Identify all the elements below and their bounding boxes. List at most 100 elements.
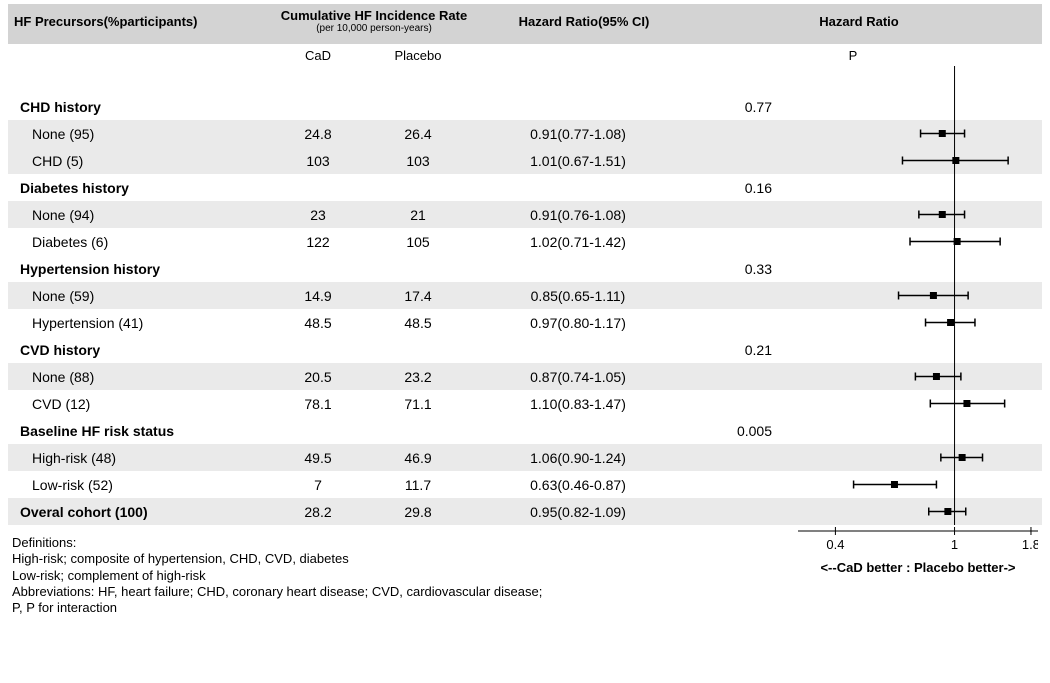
cell-forest: [778, 147, 1018, 174]
row-label: High-risk (48): [8, 450, 268, 466]
group-row: CVD history 0.21: [8, 336, 1042, 363]
table-row: None (95)24.826.40.91(0.77-1.08): [8, 120, 1042, 147]
cell-forest: [778, 336, 1018, 363]
cell-hr-text: 0.95(0.82-1.09): [468, 504, 688, 520]
row-label: Overal cohort (100): [8, 504, 268, 520]
cell-forest: [778, 174, 1018, 201]
cell-cad: 14.9: [268, 288, 368, 304]
cell-placebo: 105: [368, 234, 468, 250]
group-row: Hypertension history 0.33: [8, 255, 1042, 282]
table-row: None (59)14.917.40.85(0.65-1.11): [8, 282, 1042, 309]
cell-placebo: 103: [368, 153, 468, 169]
overall-row: Overal cohort (100)28.229.80.95(0.82-1.0…: [8, 498, 1042, 525]
row-label: CVD (12): [8, 396, 268, 412]
cell-p-value: 0.77: [688, 99, 778, 115]
row-label: Diabetes (6): [8, 234, 268, 250]
cell-p-value: 0.33: [688, 261, 778, 277]
cell-cad: 122: [268, 234, 368, 250]
group-row: Baseline HF risk status 0.005: [8, 417, 1042, 444]
table-header: HF Precursors(%participants) Cumulative …: [8, 4, 1042, 44]
cell-placebo: 71.1: [368, 396, 468, 412]
cell-hr-text: 0.85(0.65-1.11): [468, 288, 688, 304]
cell-cad: 28.2: [268, 504, 368, 520]
footer-line-2: High-risk; composite of hypertension, CH…: [12, 551, 652, 567]
table-row: Diabetes (6)1221051.02(0.71-1.42): [8, 228, 1042, 255]
table-row: Low-risk (52)711.70.63(0.46-0.87): [8, 471, 1042, 498]
group-label: Baseline HF risk status: [8, 423, 268, 439]
cell-placebo: 21: [368, 207, 468, 223]
spacer-row: [8, 66, 1042, 93]
forest-axis: 0.411.8 <--CaD better : Placebo better->: [798, 527, 1038, 575]
footer-line-5: P, P for interaction: [12, 600, 652, 616]
cell-cad: 78.1: [268, 396, 368, 412]
cell-forest: [778, 93, 1018, 120]
cell-forest: [778, 390, 1018, 417]
svg-text:1.8: 1.8: [1022, 537, 1038, 552]
cell-cad: 23: [268, 207, 368, 223]
cell-hr-text: 0.63(0.46-0.87): [468, 477, 688, 493]
cell-hr-text: 0.87(0.74-1.05): [468, 369, 688, 385]
cell-forest: [778, 120, 1018, 147]
cell-cad: 24.8: [268, 126, 368, 142]
header-hr-plot: Hazard Ratio: [694, 4, 1024, 29]
cell-placebo: 26.4: [368, 126, 468, 142]
cell-forest: [778, 471, 1018, 498]
cell-p-value: 0.005: [688, 423, 778, 439]
header-incidence: Cumulative HF Incidence Rate (per 10,000…: [274, 4, 474, 34]
row-label: None (95): [8, 126, 268, 142]
rows-container: CHD history0.77None (95)24.826.40.91(0.7…: [8, 66, 1042, 525]
subheader-cad: CaD: [268, 48, 368, 63]
group-label: Diabetes history: [8, 180, 268, 196]
table-row: High-risk (48)49.546.91.06(0.90-1.24): [8, 444, 1042, 471]
header-hr-ci: Hazard Ratio(95% CI): [474, 4, 694, 29]
row-label: None (94): [8, 207, 268, 223]
cell-forest: [778, 444, 1018, 471]
cell-placebo: 17.4: [368, 288, 468, 304]
footer-line-4: Abbreviations: HF, heart failure; CHD, c…: [12, 584, 652, 600]
header-incidence-sub: (per 10,000 person-years): [274, 23, 474, 34]
group-row: CHD history0.77: [8, 93, 1042, 120]
cell-forest: [778, 498, 1018, 525]
table-body: CHD history0.77None (95)24.826.40.91(0.7…: [8, 66, 1042, 525]
cell-placebo: 29.8: [368, 504, 468, 520]
cell-placebo: 23.2: [368, 369, 468, 385]
cell-hr-text: 1.06(0.90-1.24): [468, 450, 688, 466]
cell-forest: [778, 228, 1018, 255]
forest-axis-svg: 0.411.8: [798, 527, 1038, 555]
svg-text:1: 1: [951, 537, 958, 552]
footer-definitions: Definitions: High-risk; composite of hyp…: [8, 535, 652, 616]
table-row: Hypertension (41)48.548.50.97(0.80-1.17): [8, 309, 1042, 336]
row-label: Low-risk (52): [8, 477, 268, 493]
table-row: CHD (5)1031031.01(0.67-1.51): [8, 147, 1042, 174]
group-label: CVD history: [8, 342, 268, 358]
cell-cad: 103: [268, 153, 368, 169]
cell-forest: [778, 201, 1018, 228]
footer-line-3: Low-risk; complement of high-risk: [12, 568, 652, 584]
table-row: CVD (12)78.171.11.10(0.83-1.47): [8, 390, 1042, 417]
cell-placebo: 11.7: [368, 477, 468, 493]
cell-placebo: 48.5: [368, 315, 468, 331]
cell-forest: [778, 417, 1018, 444]
table-row: None (94)23210.91(0.76-1.08): [8, 201, 1042, 228]
cell-forest: [778, 363, 1018, 390]
group-label: Hypertension history: [8, 261, 268, 277]
table-subheader: CaD Placebo P: [8, 44, 1042, 66]
cell-p-value: 0.21: [688, 342, 778, 358]
figure-root: HF Precursors(%participants) Cumulative …: [0, 0, 1050, 683]
cell-p-value: 0.16: [688, 180, 778, 196]
cell-hr-text: 1.02(0.71-1.42): [468, 234, 688, 250]
cell-forest: [778, 282, 1018, 309]
cell-hr-text: 1.10(0.83-1.47): [468, 396, 688, 412]
cell-placebo: 46.9: [368, 450, 468, 466]
row-label: None (59): [8, 288, 268, 304]
header-incidence-main: Cumulative HF Incidence Rate: [281, 8, 467, 23]
table-row: None (88)20.523.20.87(0.74-1.05): [8, 363, 1042, 390]
axis-direction-label: <--CaD better : Placebo better->: [798, 560, 1038, 575]
cell-hr-text: 1.01(0.67-1.51): [468, 153, 688, 169]
row-label: None (88): [8, 369, 268, 385]
row-label: Hypertension (41): [8, 315, 268, 331]
cell-forest: [778, 309, 1018, 336]
row-label: CHD (5): [8, 153, 268, 169]
cell-hr-text: 0.91(0.76-1.08): [468, 207, 688, 223]
cell-cad: 48.5: [268, 315, 368, 331]
